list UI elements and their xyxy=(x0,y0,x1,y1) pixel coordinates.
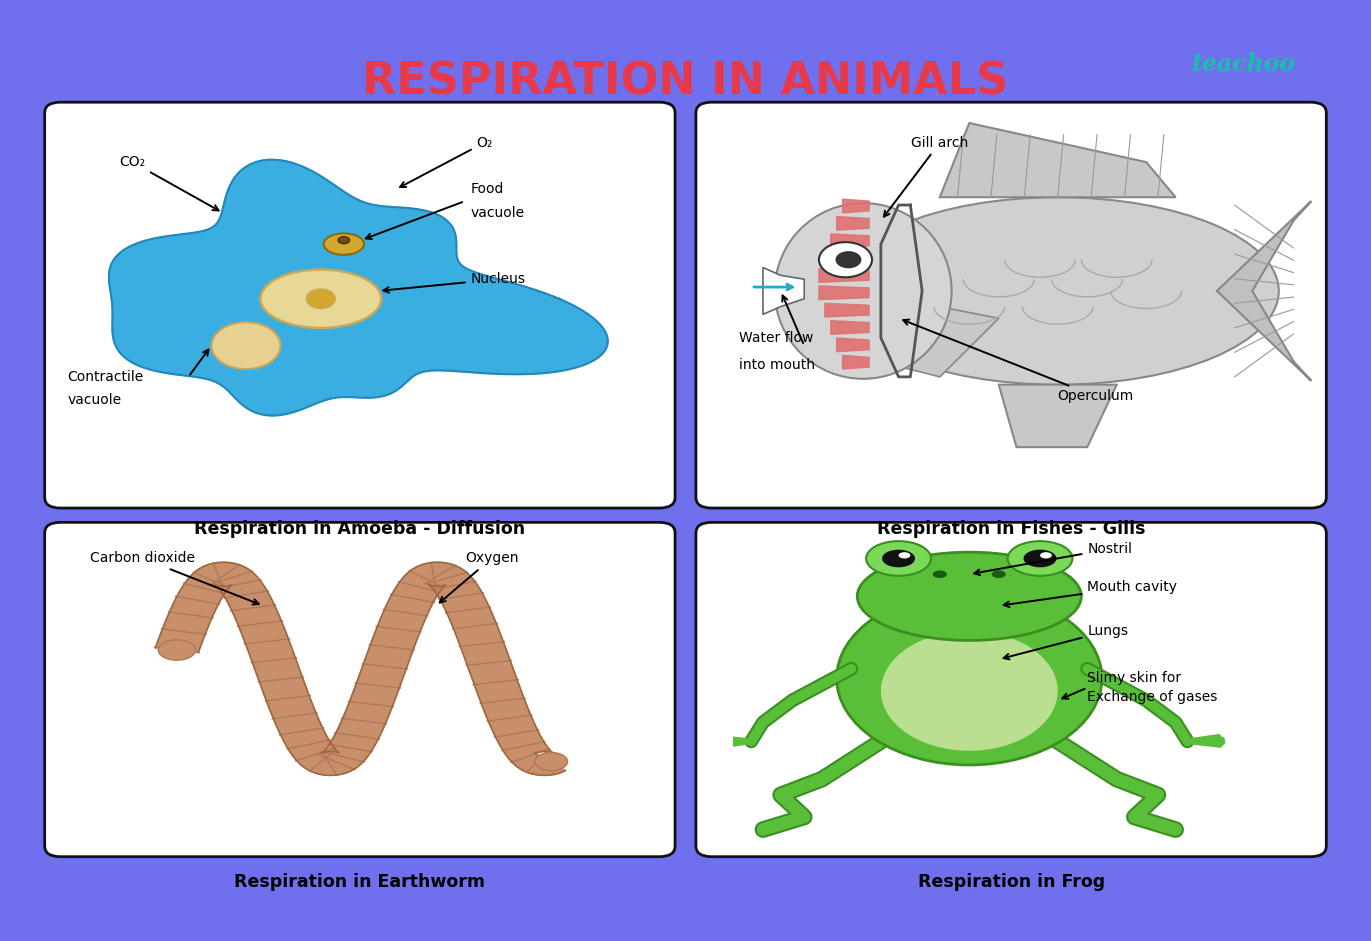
Polygon shape xyxy=(998,385,1117,447)
Ellipse shape xyxy=(775,203,951,379)
Ellipse shape xyxy=(324,233,365,255)
Polygon shape xyxy=(843,199,869,213)
Text: Nostril: Nostril xyxy=(975,542,1132,575)
Text: Respiration in Amoeba - Diffusion: Respiration in Amoeba - Diffusion xyxy=(195,519,525,537)
Text: Operculum: Operculum xyxy=(903,320,1134,404)
Polygon shape xyxy=(762,267,805,314)
Text: Carbon dioxide: Carbon dioxide xyxy=(90,551,259,604)
Circle shape xyxy=(1041,552,1052,559)
Circle shape xyxy=(211,322,281,369)
Circle shape xyxy=(898,552,910,559)
Polygon shape xyxy=(108,160,607,416)
Text: O₂: O₂ xyxy=(400,136,492,187)
FancyBboxPatch shape xyxy=(45,103,675,508)
Ellipse shape xyxy=(857,552,1082,641)
Text: Slimy skin for: Slimy skin for xyxy=(1087,671,1182,685)
Circle shape xyxy=(866,541,931,576)
Polygon shape xyxy=(864,299,998,377)
Circle shape xyxy=(158,640,196,661)
Text: Mouth cavity: Mouth cavity xyxy=(1004,580,1178,607)
Polygon shape xyxy=(825,303,869,317)
Text: Oxygen: Oxygen xyxy=(440,551,518,602)
Polygon shape xyxy=(941,123,1176,198)
Polygon shape xyxy=(843,356,869,369)
Circle shape xyxy=(882,550,914,567)
Circle shape xyxy=(535,753,568,771)
Circle shape xyxy=(835,251,861,268)
Text: Respiration in Frog: Respiration in Frog xyxy=(917,872,1105,891)
Polygon shape xyxy=(836,216,869,231)
Ellipse shape xyxy=(882,631,1058,751)
FancyBboxPatch shape xyxy=(45,522,675,856)
Polygon shape xyxy=(831,234,869,247)
Text: vacuole: vacuole xyxy=(470,206,525,220)
Text: into mouth: into mouth xyxy=(739,359,816,372)
FancyBboxPatch shape xyxy=(696,522,1326,856)
Ellipse shape xyxy=(836,592,1102,765)
Text: CO₂: CO₂ xyxy=(119,155,218,211)
Polygon shape xyxy=(831,321,869,334)
Ellipse shape xyxy=(339,237,350,244)
Polygon shape xyxy=(155,563,565,775)
Circle shape xyxy=(991,570,1006,578)
FancyBboxPatch shape xyxy=(696,103,1326,508)
Text: vacuole: vacuole xyxy=(67,393,122,407)
Circle shape xyxy=(1008,541,1072,576)
Text: Food: Food xyxy=(470,183,505,197)
Polygon shape xyxy=(818,268,869,282)
Text: Respiration in Fishes - Gills: Respiration in Fishes - Gills xyxy=(877,519,1145,537)
Circle shape xyxy=(932,570,947,578)
Text: Exchange of gases: Exchange of gases xyxy=(1087,690,1217,704)
Circle shape xyxy=(818,242,872,278)
Circle shape xyxy=(307,289,335,309)
Polygon shape xyxy=(818,286,869,299)
Text: teachoo: teachoo xyxy=(1191,52,1296,76)
Text: Respiration in Earthworm: Respiration in Earthworm xyxy=(234,872,485,891)
Polygon shape xyxy=(1217,201,1311,381)
Ellipse shape xyxy=(836,198,1279,385)
Polygon shape xyxy=(836,338,869,352)
Polygon shape xyxy=(825,251,869,265)
Text: Contractile: Contractile xyxy=(67,370,144,384)
Circle shape xyxy=(1024,550,1057,567)
Text: Lungs: Lungs xyxy=(1004,624,1128,660)
Text: Water flow: Water flow xyxy=(739,331,814,344)
Ellipse shape xyxy=(260,269,381,328)
Text: Nucleus: Nucleus xyxy=(384,272,525,293)
Text: RESPIRATION IN ANIMALS: RESPIRATION IN ANIMALS xyxy=(362,60,1009,104)
Text: Gill arch: Gill arch xyxy=(884,136,968,216)
